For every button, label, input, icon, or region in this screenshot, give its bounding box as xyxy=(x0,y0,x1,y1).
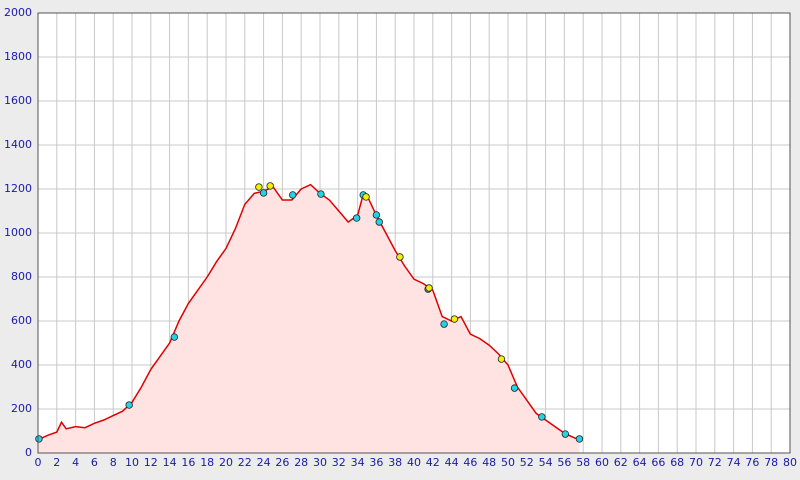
marker xyxy=(255,183,263,191)
x-tick-label: 44 xyxy=(445,456,459,469)
x-tick-label: 24 xyxy=(257,456,271,469)
marker xyxy=(538,413,546,421)
y-tick-label: 200 xyxy=(11,402,32,415)
x-tick-label: 30 xyxy=(313,456,327,469)
y-tick-label: 800 xyxy=(11,270,32,283)
marker xyxy=(561,430,570,438)
x-tick-label: 40 xyxy=(407,456,421,469)
x-tick-label: 68 xyxy=(670,456,684,469)
x-tick-label: 36 xyxy=(369,456,383,469)
x-tick-label: 16 xyxy=(181,456,195,469)
marker xyxy=(125,401,133,409)
x-tick-label: 80 xyxy=(783,456,797,469)
marker xyxy=(396,253,404,261)
y-tick-label: 1000 xyxy=(4,226,32,239)
line xyxy=(37,183,580,441)
x-tick-label: 32 xyxy=(332,456,346,469)
marker xyxy=(375,218,383,226)
x-tick-label: 14 xyxy=(163,456,177,469)
marker xyxy=(425,284,433,292)
marker xyxy=(575,435,584,443)
y-tick-label: 400 xyxy=(11,358,32,371)
x-tick-label: 20 xyxy=(219,456,233,469)
marker xyxy=(352,214,361,222)
x-tick-label: 12 xyxy=(144,456,158,469)
y-tick-label: 1800 xyxy=(4,50,32,63)
x-tick-label: 72 xyxy=(708,456,722,469)
x-tick-label: 4 xyxy=(72,456,79,469)
area xyxy=(38,184,580,453)
x-tick-label: 50 xyxy=(501,456,515,469)
marker xyxy=(35,435,43,443)
x-tick-label: 8 xyxy=(110,456,117,469)
x-tick-label: 58 xyxy=(576,456,590,469)
x-tick-label: 22 xyxy=(238,456,252,469)
y-tick-label: 1400 xyxy=(4,138,32,151)
marker xyxy=(259,189,268,197)
x-tick-label: 64 xyxy=(633,456,647,469)
marker xyxy=(289,191,297,199)
marker xyxy=(362,193,370,201)
x-tick-label: 70 xyxy=(689,456,703,469)
marker xyxy=(440,320,448,328)
y-tick-label: 1200 xyxy=(4,182,32,195)
marker xyxy=(266,182,274,190)
x-tick-label: 62 xyxy=(614,456,628,469)
y-tick-label: 1600 xyxy=(4,94,32,107)
x-tick-label: 76 xyxy=(745,456,759,469)
x-tick-label: 0 xyxy=(35,456,42,469)
x-tick-label: 60 xyxy=(595,456,609,469)
x-tick-label: 66 xyxy=(651,456,665,469)
marker xyxy=(510,384,519,392)
x-tick-label: 38 xyxy=(388,456,402,469)
x-tick-label: 78 xyxy=(764,456,778,469)
marker xyxy=(170,333,178,341)
x-tick-label: 74 xyxy=(727,456,741,469)
x-tick-label: 26 xyxy=(275,456,289,469)
marker xyxy=(497,355,506,363)
marker xyxy=(317,190,325,198)
x-tick-label: 46 xyxy=(463,456,477,469)
x-tick-label: 42 xyxy=(426,456,440,469)
marker xyxy=(372,211,381,219)
x-tick-label: 52 xyxy=(520,456,534,469)
x-tick-label: 56 xyxy=(557,456,571,469)
plot-border xyxy=(37,12,791,454)
y-tick-label: 2000 xyxy=(4,6,32,19)
x-tick-label: 48 xyxy=(482,456,496,469)
x-tick-label: 18 xyxy=(200,456,214,469)
y-tick-label: 0 xyxy=(25,446,32,459)
x-tick-label: 34 xyxy=(351,456,365,469)
x-tick-label: 2 xyxy=(53,456,60,469)
y-tick-label: 600 xyxy=(11,314,32,327)
x-tick-label: 28 xyxy=(294,456,308,469)
x-tick-label: 6 xyxy=(91,456,98,469)
marker xyxy=(450,315,459,323)
x-tick-label: 10 xyxy=(125,456,139,469)
x-tick-label: 54 xyxy=(539,456,553,469)
